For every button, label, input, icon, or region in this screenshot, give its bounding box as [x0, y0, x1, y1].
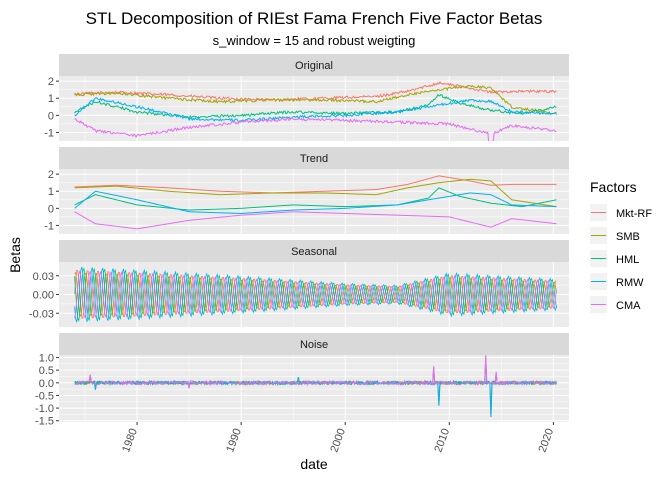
series-line-hml [74, 93, 557, 120]
facet-strip-label: Seasonal [291, 246, 337, 258]
panel-trend: Trend 2 1 0 -1 [44, 147, 569, 234]
y-tick-label: 0 [48, 203, 54, 215]
series-line-cma [74, 117, 557, 141]
panel-background [59, 76, 569, 141]
series-line-smb [74, 178, 557, 208]
x-tick-label: 2000 [328, 427, 348, 454]
facet-strip [59, 333, 569, 355]
facet-strip [59, 240, 569, 262]
x-tick-label: 2020 [537, 427, 557, 454]
facet-strip-label: Trend [300, 153, 328, 165]
legend-entry-label: SMB [616, 231, 640, 243]
series-line-smb [74, 84, 557, 115]
series-line-smb [74, 271, 557, 317]
x-tick-label: 1990 [224, 427, 244, 454]
chart-subtitle: s_window = 15 and robust weigting [213, 33, 416, 48]
y-tick-label: 2 [48, 169, 54, 181]
series-line-cma [74, 270, 557, 319]
series-line-rmw [74, 97, 557, 123]
panel-seasonal: Seasonal 0.03 0.00 -0.03 [29, 240, 569, 327]
legend-entry-label: CMA [616, 300, 641, 312]
panel-noise: Noise 1.00.50.0-0.5-1.0-1.5 [35, 333, 569, 428]
panel-original: Original 2 1 0 -1 [44, 54, 569, 141]
legend-entry-label: HML [616, 254, 639, 266]
y-tick-label: 0.03 [33, 271, 54, 283]
y-tick-label: 0 [48, 110, 54, 122]
y-tick-label: -1 [44, 220, 54, 232]
y-tick-label: 1 [48, 186, 54, 198]
y-tick-label: -1.5 [35, 416, 54, 428]
y-tick-label: -0.03 [29, 308, 54, 320]
legend-title: Factors [590, 179, 637, 195]
y-tick-label: -1 [44, 127, 54, 139]
panel-background [59, 355, 569, 422]
x-tick-label: 2010 [432, 427, 452, 454]
series-line-hml [74, 187, 557, 211]
facet-panels: Original 2 1 0 -1 Trend 2 1 0 -1 Seasonal 0.03 0.00 -… [29, 54, 569, 428]
facet-strip [59, 54, 569, 76]
facet-strip-label: Noise [300, 339, 328, 351]
y-tick-label: 0.0 [39, 378, 54, 390]
facet-strip [59, 147, 569, 169]
series-line-cma [74, 355, 557, 389]
x-axis-label: date [300, 456, 327, 472]
legend-entry-label: RMW [616, 277, 644, 289]
legend-entry-label: Mkt-RF [616, 208, 652, 220]
y-tick-label: -1.0 [35, 403, 54, 415]
series-line-cma [74, 211, 557, 230]
panel-background [59, 169, 569, 234]
y-axis-label: Betas [7, 237, 23, 273]
y-tick-label: 1.0 [39, 353, 54, 365]
legend: Factors Mkt-RF SMB HML RMW CMA [590, 179, 652, 313]
y-tick-label: -0.5 [35, 390, 54, 402]
y-tick-label: 0.5 [39, 365, 54, 377]
x-tick-label: 1980 [120, 427, 140, 454]
y-tick-label: 0.00 [33, 290, 54, 302]
series-line-mkt-rf [74, 175, 557, 194]
series-line-rmw [74, 190, 557, 214]
series-line-hml [74, 267, 557, 322]
y-tick-label: 1 [48, 93, 54, 105]
series-line-rmw [74, 266, 557, 323]
x-axis: 1980 1990 2000 2010 2020 [120, 422, 556, 454]
facet-strip-label: Original [295, 60, 333, 72]
y-tick-label: 2 [48, 76, 54, 88]
chart-title: STL Decomposition of RIEst Fama French F… [86, 9, 543, 28]
series-line-mkt-rf [74, 81, 557, 103]
